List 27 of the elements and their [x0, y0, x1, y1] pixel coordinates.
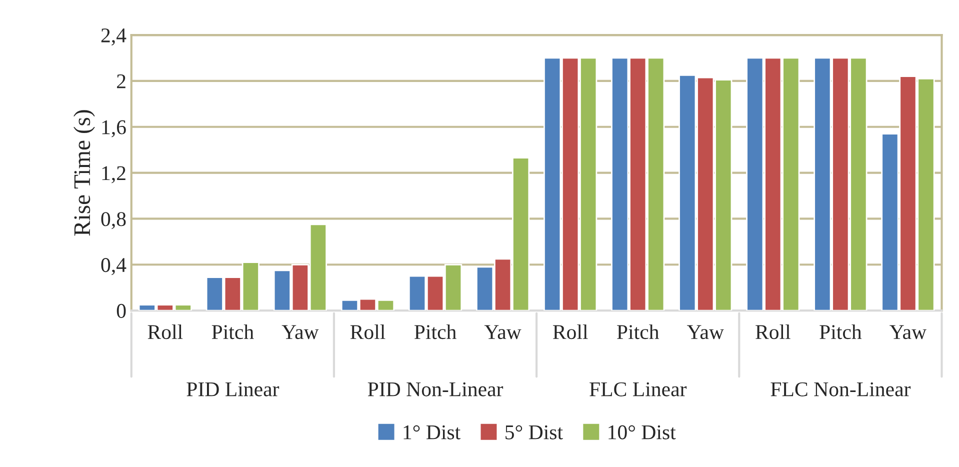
- y-tick-label: 1,2: [102, 166, 126, 184]
- x-tick-label: Roll: [756, 324, 790, 340]
- legend-label: 1° Dist: [404, 425, 460, 440]
- y-tick-label: 0,4: [101, 258, 126, 276]
- text: FLC Non-Linear: [770, 382, 911, 396]
- y-tick-label: 1,6: [102, 120, 126, 138]
- y-tick-label: 0,8: [101, 212, 126, 230]
- x-tick-label: Roll: [552, 324, 588, 340]
- x-tick-label: Yaw: [890, 325, 927, 340]
- x-tick-label: Pitch: [617, 324, 659, 340]
- x-tick-label: Pitch: [414, 324, 456, 340]
- y-tick-label: 0: [116, 304, 126, 318]
- text: FLC Linear: [590, 382, 687, 396]
- x-tick-label: Pitch: [212, 324, 254, 340]
- text: PID Non-Linear: [368, 382, 504, 396]
- x-tick-label: Yaw: [484, 325, 522, 340]
- legend-label: 5° Dist: [506, 425, 563, 440]
- legend-label: 10° Dist: [608, 425, 676, 440]
- x-tick-label: Roll: [148, 324, 183, 340]
- x-tick-label: Roll: [350, 324, 386, 340]
- x-tick-label: Yaw: [686, 325, 724, 340]
- y-axis-title: Rise Time (s): [74, 110, 95, 236]
- y-tick-label: 2,4: [101, 28, 126, 46]
- x-tick-label: Pitch: [820, 324, 862, 340]
- x-tick-label: Yaw: [282, 325, 319, 340]
- y-tick-label: 2: [117, 74, 126, 88]
- text: PID Linear: [186, 382, 280, 396]
